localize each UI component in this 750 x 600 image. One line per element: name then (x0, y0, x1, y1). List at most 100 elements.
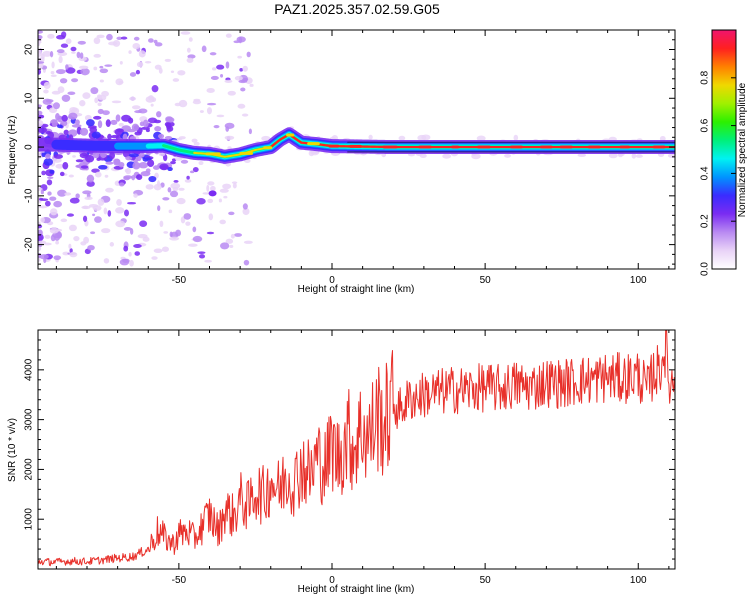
spectrogram-noise-cell (112, 39, 121, 47)
spectrogram-noise-cell (167, 167, 173, 172)
spectrogram-y-tick-label: 20 (24, 44, 35, 56)
spectrogram-noise-cell (249, 83, 254, 87)
spectrogram-noise-cell (107, 210, 112, 217)
spectrogram-noise-cell (61, 94, 71, 102)
spectrogram-x-axis-label: Height of straight line (km) (298, 284, 415, 295)
spectrogram-noise-cell (104, 174, 109, 178)
spectrogram-noise-cell (83, 236, 90, 244)
spectrogram-noise-cell (60, 218, 68, 223)
spectrogram-isolated-blob (208, 190, 217, 197)
spectrogram-noise-cell (152, 165, 160, 170)
spectrogram-noise-cell (202, 192, 210, 195)
spectrogram-noise-cell (88, 203, 99, 208)
spectrogram-noise-cell (133, 244, 142, 248)
spectrogram-noise-cell (76, 51, 81, 59)
spectrogram-ridge-peak (263, 146, 273, 150)
spectrogram-noise-cell (96, 34, 105, 39)
spectrogram-noise-cell (103, 207, 108, 215)
spectrogram-noise-cell (123, 176, 130, 181)
spectrogram-noise-cell (206, 184, 210, 192)
spectrogram-noise-cell (89, 126, 98, 133)
spectrogram-noise-cell (64, 192, 72, 196)
spectrogram-noise-cell (94, 97, 99, 104)
spectrogram-frame (37, 29, 676, 270)
spectrogram-noise-cell (98, 164, 108, 170)
spectrogram-noise-cell (132, 161, 141, 170)
spectrogram-ticks: -50 0 50 100 -20 -10 0 10 20 (24, 29, 675, 286)
spectrogram-noise-cell (41, 170, 46, 176)
spectrogram-noise-cell (220, 73, 224, 78)
spectrogram-noise-cell (115, 220, 126, 228)
spectrogram-noise-cell (120, 36, 128, 40)
spectrogram-noise-cell (176, 197, 186, 205)
spectrogram-halo-cell (227, 146, 232, 150)
spectrogram-noise-cell (107, 133, 112, 141)
spectrogram-y-tick-label: -20 (24, 237, 35, 252)
spectrogram-noise-cell (118, 80, 124, 84)
spectrogram-noise-cell (38, 258, 41, 262)
spectrogram-noise-cell (49, 51, 54, 58)
spectrogram-noise-cell (99, 65, 104, 69)
spectrogram-noise-cell (50, 74, 57, 77)
spectrogram-noise-cell (225, 238, 234, 244)
spectrogram-noise-cell (227, 90, 236, 96)
spectrogram-noise-cell (138, 161, 149, 169)
spectrogram-y-tick-label: 10 (24, 92, 35, 104)
spectrogram-ridge-peak (349, 144, 362, 148)
spectrogram-noise-cell (38, 68, 42, 75)
spectrogram-noise-cell (230, 233, 235, 239)
spectrogram-noise-cell (40, 198, 49, 201)
spectrogram-noise-cell (93, 53, 101, 58)
snr-y-tick-label: 2000 (24, 458, 35, 481)
spectrogram-noise-cell (213, 124, 220, 129)
spectrogram-noise-cell (163, 231, 169, 234)
spectrogram-noise-cell (38, 229, 43, 236)
spectrogram-noise-cell (248, 128, 252, 135)
spectrogram-noise-cell (72, 155, 76, 158)
spectrogram-noise-cell (65, 38, 72, 45)
spectrogram-noise-cell (66, 213, 74, 217)
spectrogram-noise-cell (79, 52, 84, 59)
snr-x-tick-label: 0 (329, 575, 335, 586)
spectrogram-noise-cell (153, 248, 163, 253)
spectrogram-noise-cell (229, 244, 234, 248)
spectrogram-noise-cell (38, 152, 42, 160)
spectrogram-noise-cell (105, 187, 114, 193)
spectrogram-noise-cell (51, 119, 58, 127)
spectrogram-noise-cell (87, 245, 95, 251)
spectrogram-noise-cell (79, 152, 89, 159)
spectrogram-noise-cell (178, 136, 186, 140)
spectrogram-noise-cell (225, 33, 232, 38)
spectrogram-noise-cell (38, 119, 44, 127)
spectrogram-noise-cell (242, 203, 248, 210)
spectrogram-noise-cell (41, 152, 47, 158)
spectrogram-noise-cell (97, 94, 107, 101)
spectrogram-noise-cell (218, 198, 222, 203)
spectrogram-noise-cell (157, 180, 161, 188)
spectrogram-halo-cell (442, 153, 452, 159)
spectrogram-noise-cell (150, 103, 154, 107)
spectrogram-noise-cell (237, 55, 242, 59)
snr-marks (38, 330, 675, 567)
spectrogram-noise-cell (93, 115, 102, 120)
spectrogram-noise-cell (71, 51, 76, 54)
spectrogram-noise-cell (201, 45, 207, 53)
spectrogram-noise-cell (116, 36, 123, 40)
spectrogram-ridge-peak (328, 144, 340, 148)
spectrogram-noise-cell (49, 169, 55, 174)
spectrogram-noise-cell (206, 102, 217, 106)
spectrogram-noise-cell (53, 154, 63, 159)
spectrogram-ridge-peak (451, 145, 460, 149)
spectrogram-noise-cell (55, 69, 66, 75)
colorbar-ticks: 0.0 0.2 0.4 0.6 0.8 (700, 70, 736, 276)
spectrogram-noise-cell (165, 122, 172, 130)
spectrogram-noise-cell (209, 52, 217, 56)
spectrogram-noise-cell (43, 242, 52, 246)
spectrogram-noise-cell (119, 258, 130, 266)
spectrogram-noise-cell (49, 227, 59, 234)
spectrogram-noise-cell (164, 58, 172, 62)
spectrogram-noise-cell (240, 87, 246, 92)
spectrogram-noise-cell (177, 70, 186, 76)
spectrogram-noise-cell (243, 240, 253, 244)
spectrogram-noise-cell (105, 161, 114, 165)
